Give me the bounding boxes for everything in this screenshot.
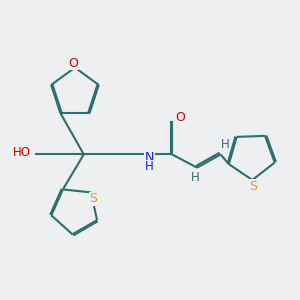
- Text: S: S: [249, 180, 257, 193]
- Text: H: H: [191, 171, 200, 184]
- Text: O: O: [176, 111, 185, 124]
- Text: H: H: [145, 160, 154, 173]
- Text: H: H: [221, 139, 230, 152]
- Text: S: S: [89, 192, 98, 206]
- Text: O: O: [68, 57, 78, 70]
- Text: N: N: [145, 152, 154, 164]
- Text: HO: HO: [13, 146, 31, 159]
